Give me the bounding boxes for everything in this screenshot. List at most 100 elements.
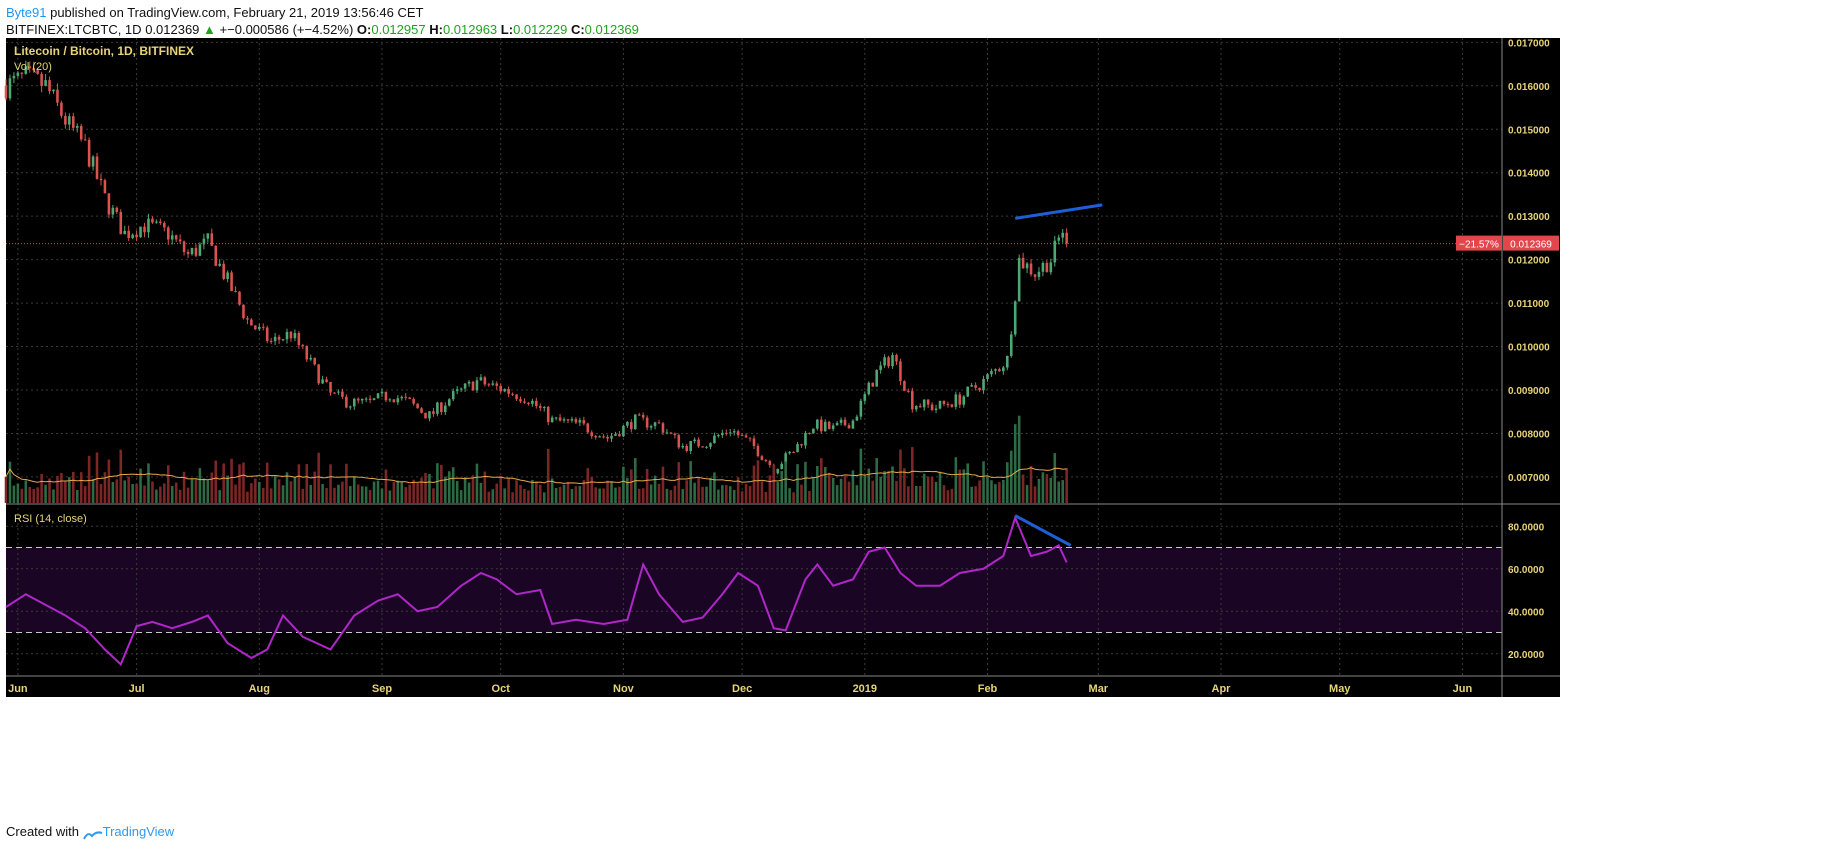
- candle-body: [633, 414, 637, 430]
- candle-body: [111, 207, 115, 215]
- candle-body: [942, 400, 946, 404]
- candle-body: [420, 408, 423, 413]
- volume-bar: [368, 489, 372, 503]
- volume-bar: [819, 458, 823, 503]
- volume-bar: [36, 487, 39, 503]
- volume-bar: [768, 475, 772, 503]
- tradingview-logo-icon[interactable]: [82, 828, 103, 840]
- volume-bar: [345, 463, 348, 503]
- candle-body: [170, 235, 174, 240]
- y-tick-label: 0.012000: [1508, 256, 1550, 267]
- pct-change-badge: [1456, 235, 1502, 251]
- candle-body: [630, 422, 633, 430]
- volume-bar: [546, 448, 550, 503]
- volume-bar: [871, 480, 875, 503]
- author-link[interactable]: Byte91: [6, 5, 47, 20]
- candle-body: [610, 435, 613, 439]
- volume-bar: [531, 479, 534, 503]
- candle-body: [447, 399, 451, 406]
- candle-body: [677, 435, 681, 448]
- volume-bar: [598, 488, 601, 503]
- candle-body: [147, 218, 150, 233]
- candle-body: [554, 417, 558, 419]
- publish-line: Byte91 published on TradingView.com, Feb…: [6, 4, 639, 21]
- candle-body: [313, 357, 316, 365]
- volume-bar: [1057, 481, 1061, 503]
- tradingview-brand[interactable]: TradingView: [102, 824, 175, 839]
- volume-bar: [887, 470, 890, 503]
- volume-bar: [206, 480, 210, 503]
- volume-bar: [523, 488, 526, 503]
- volume-bar: [269, 488, 273, 503]
- volume-bar: [1021, 474, 1025, 503]
- candle-body: [297, 332, 301, 346]
- candle-body: [875, 370, 878, 387]
- volume-bar: [835, 485, 839, 503]
- x-tick-label: Feb: [978, 683, 998, 695]
- volume-bar: [760, 481, 764, 503]
- candle-body: [230, 272, 233, 292]
- candle-body: [764, 460, 768, 462]
- candle-body: [135, 234, 138, 238]
- volume-bar: [416, 482, 419, 503]
- volume-bar: [507, 477, 510, 503]
- candle-body: [455, 389, 459, 392]
- volume-bar: [186, 487, 190, 503]
- volume-bar: [614, 487, 617, 503]
- volume-bar: [982, 461, 985, 503]
- candle-body: [998, 369, 1001, 372]
- candle-body: [428, 411, 431, 419]
- volume-bar: [352, 476, 356, 503]
- volume-bar: [273, 476, 277, 503]
- volume-bar: [147, 463, 150, 503]
- volume-bar: [875, 458, 878, 503]
- volume-label: Vol (20): [14, 61, 52, 73]
- candle-body: [930, 404, 934, 410]
- candle-body: [736, 431, 740, 436]
- candle-body: [36, 70, 39, 74]
- volume-bar: [859, 448, 863, 503]
- candle-body: [372, 398, 376, 400]
- candle-body: [740, 435, 744, 437]
- volume-bar: [408, 484, 411, 503]
- candle-body: [64, 115, 67, 125]
- volume-bar: [823, 467, 827, 503]
- volume-bar: [451, 467, 455, 503]
- candle-body: [198, 244, 202, 256]
- candle-body: [174, 235, 178, 240]
- volume-bar: [974, 486, 977, 503]
- volume-bar: [641, 488, 645, 503]
- volume-bar: [827, 472, 831, 503]
- close-value: 0.012369: [584, 22, 639, 37]
- x-tick-label: Jun: [1453, 683, 1473, 695]
- volume-bar: [800, 484, 803, 503]
- volume-bar: [717, 489, 720, 503]
- candle-body: [986, 374, 989, 379]
- candle-body: [1045, 262, 1049, 273]
- candle-body: [487, 384, 491, 386]
- volume-bar: [440, 464, 443, 503]
- volume-bar: [68, 477, 71, 503]
- volume-bar: [174, 482, 178, 503]
- volume-bar: [527, 490, 530, 503]
- candle-body: [542, 406, 546, 408]
- candle-body: [356, 398, 360, 401]
- volume-bar: [630, 469, 633, 503]
- volume-bar: [756, 460, 760, 503]
- volume-bar: [903, 468, 906, 503]
- candle-body: [269, 341, 273, 343]
- candle-body: [804, 432, 807, 446]
- volume-bar: [79, 472, 83, 503]
- candle-body: [721, 432, 724, 436]
- volume-bar: [1065, 468, 1068, 503]
- y-tick-label: 0.017000: [1508, 38, 1550, 49]
- volume-bar: [938, 471, 942, 503]
- volume-bar: [855, 485, 859, 503]
- candle-body: [503, 389, 506, 392]
- volume-bar: [194, 479, 198, 503]
- candle-body: [491, 383, 495, 385]
- volume-bar: [772, 465, 776, 503]
- volume-bar: [808, 491, 811, 503]
- volume-bar: [166, 465, 170, 503]
